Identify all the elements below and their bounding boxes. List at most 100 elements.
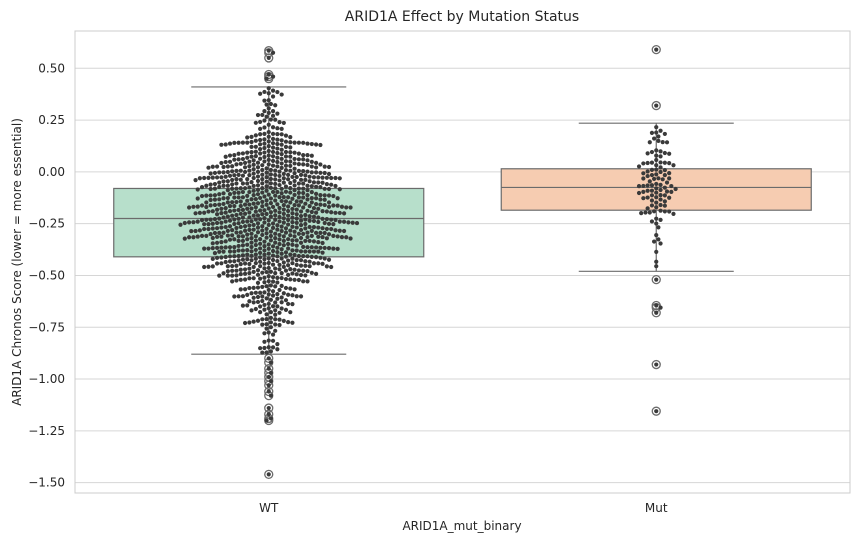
swarm-point — [214, 220, 220, 226]
swarm-point — [258, 304, 263, 309]
swarm-point — [294, 212, 299, 217]
swarm-point — [230, 279, 235, 284]
swarm-point — [227, 218, 233, 223]
swarm-point — [264, 226, 269, 231]
swarm-point — [262, 243, 267, 249]
swarm-point — [283, 199, 289, 204]
swarm-point — [277, 322, 282, 328]
swarm-point — [266, 218, 271, 223]
swarm-point — [219, 142, 224, 147]
swarm-point — [301, 231, 306, 236]
swarm-point — [251, 158, 256, 163]
swarm-point — [223, 154, 228, 159]
swarm-point — [664, 140, 670, 145]
swarm-point — [316, 249, 321, 254]
swarm-point — [266, 374, 271, 380]
swarm-point — [195, 187, 200, 192]
swarm-point — [255, 201, 261, 206]
swarm-point — [667, 176, 672, 181]
swarm-point — [223, 259, 228, 265]
swarm-point — [288, 233, 293, 238]
swarm-point — [322, 220, 327, 226]
swarm-point — [275, 150, 280, 156]
swarm-point — [225, 264, 230, 269]
swarm-point — [273, 186, 278, 191]
swarm-point — [275, 155, 280, 160]
swarm-point — [281, 264, 286, 269]
swarm-point — [275, 280, 280, 285]
swarm-point — [253, 149, 258, 154]
swarm-point — [307, 179, 312, 184]
swarm-point — [279, 300, 284, 305]
swarm-point — [662, 172, 667, 178]
swarm-point — [283, 149, 289, 155]
swarm-point — [290, 215, 295, 220]
swarm-point — [275, 245, 280, 250]
swarm-point — [331, 233, 336, 239]
swarm-point — [654, 221, 659, 226]
swarm-point — [348, 205, 353, 210]
swarm-point — [270, 50, 276, 55]
swarm-point — [262, 131, 267, 136]
swarm-point — [219, 255, 224, 260]
swarm-point — [320, 250, 325, 255]
swarm-point — [649, 203, 655, 208]
swarm-point — [288, 252, 293, 257]
swarm-point — [322, 164, 327, 169]
swarm-point — [242, 224, 248, 229]
swarm-point — [264, 179, 269, 184]
swarm-point — [277, 119, 282, 125]
swarm-point — [322, 202, 327, 208]
swarm-point — [320, 226, 325, 231]
swarm-point — [654, 310, 659, 315]
swarm-point — [270, 338, 276, 343]
swarm-point — [266, 134, 271, 139]
swarm-point — [266, 345, 271, 350]
swarm-point — [281, 120, 286, 126]
swarm-point — [309, 170, 314, 175]
swarm-point — [337, 219, 342, 224]
swarm-point — [318, 197, 323, 202]
swarm-point — [217, 197, 222, 202]
swarm-point — [273, 266, 278, 271]
swarm-point — [270, 136, 276, 141]
swarm-point — [294, 294, 299, 299]
swarm-point — [245, 303, 250, 308]
swarm-point — [249, 249, 254, 254]
swarm-point — [268, 297, 274, 302]
swarm-point — [658, 160, 663, 165]
swarm-point — [337, 210, 342, 216]
swarm-point — [264, 235, 269, 240]
swarm-point — [320, 234, 325, 240]
swarm-point — [245, 232, 250, 237]
chart-title: ARID1A Effect by Mutation Status — [345, 9, 579, 25]
swarm-point — [279, 132, 284, 137]
swarm-point — [249, 144, 254, 149]
swarm-point — [236, 238, 241, 243]
swarm-point — [227, 224, 233, 229]
swarm-point — [212, 193, 218, 198]
swarm-point — [266, 265, 271, 271]
swarm-point — [212, 186, 218, 191]
swarm-point — [251, 319, 256, 324]
swarm-point — [232, 221, 237, 227]
y-tick-labels: 0.50 0.25 0.00 −0.25 −0.50 −0.75 −1.00 −1.25 −1.… — [28, 61, 65, 489]
swarm-point — [303, 273, 308, 278]
swarm-point — [273, 172, 278, 178]
swarm-point — [266, 274, 271, 279]
swarm-point — [238, 211, 243, 216]
swarm-point — [210, 175, 215, 180]
swarm-point — [298, 177, 304, 182]
swarm-point — [249, 180, 254, 185]
swarm-point — [645, 160, 650, 166]
swarm-point — [234, 186, 239, 191]
swarm-point — [667, 151, 672, 156]
swarm-point — [273, 328, 278, 333]
swarm-point — [309, 164, 314, 169]
swarm-point — [307, 238, 312, 244]
swarm-point — [277, 262, 282, 267]
outlier-marker — [651, 359, 661, 370]
swarm-point — [262, 141, 267, 146]
swarm-point — [335, 234, 340, 239]
